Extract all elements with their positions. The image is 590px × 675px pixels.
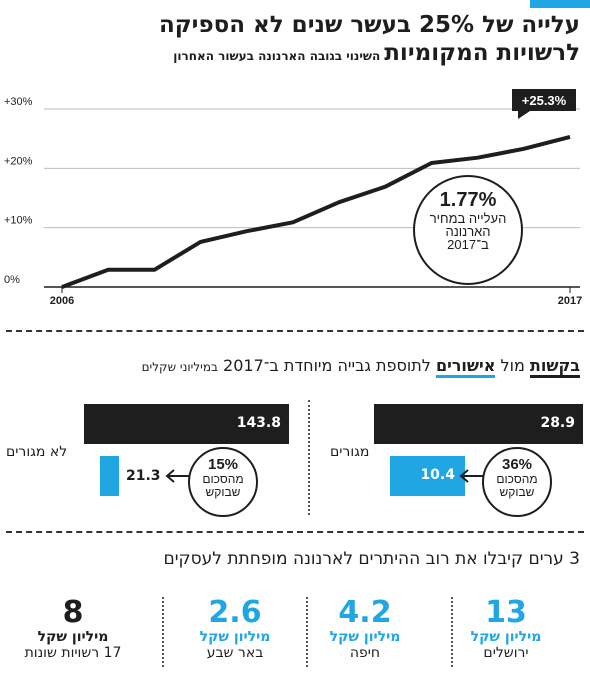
- annual-increase-value: 1.77%: [439, 189, 497, 211]
- x-tick-label: 2006: [50, 295, 74, 307]
- approval-share-nonresidential-text-2: שבוקש: [205, 485, 241, 499]
- stats-divider: [306, 597, 308, 667]
- stat-beersheba: 2.6 מיליון שקל באר שבע: [175, 595, 295, 662]
- stat-beersheba-number: 2.6: [208, 595, 262, 630]
- stat-other-unit: מיליון שקל: [37, 629, 109, 645]
- line-chart-x-ticks: 2006 2017: [50, 287, 582, 307]
- end-value-callout: +25.3%: [512, 89, 576, 119]
- annual-increase-circle: 1.77% העלייה במחיר הארנונה ב־2017: [413, 175, 523, 285]
- stat-other-number: 8: [62, 595, 84, 630]
- page-title: עלייה של 25% בעשר שנים לא הספיקה: [158, 12, 580, 38]
- stat-haifa: 4.2 מיליון שקל חיפה: [305, 595, 425, 662]
- bar-title-approvals: אישורים: [435, 356, 496, 378]
- bar-approvals-nonresidential-label: 21.3: [126, 468, 161, 484]
- arrow-icon: [165, 469, 190, 483]
- stats-title: 3 ערים קיבלו את רוב ההיתרים לארנונה מופח…: [163, 549, 580, 569]
- bar-requests-nonresidential: 143.8: [84, 404, 289, 444]
- approval-share-circle-nonresidential: 15% מהסכום שבוקש: [188, 447, 258, 517]
- stat-haifa-city: חיפה: [349, 645, 381, 661]
- line-chart-y-ticks: 0% +10% +20% +30%: [4, 96, 33, 286]
- stat-haifa-unit: מיליון שקל: [329, 629, 401, 645]
- group-label-nonresidential: לא מגורים: [6, 444, 68, 460]
- approval-share-nonresidential-text-1: מהסכום: [202, 472, 244, 486]
- callout-pointer: [518, 111, 530, 119]
- approval-share-residential-text-2: שבוקש: [499, 485, 535, 499]
- bar-requests-residential-label: 28.9: [540, 415, 575, 431]
- stat-jerusalem-number: 13: [485, 595, 527, 630]
- line-chart: 0% +10% +20% +30% 2006 2017 +25.3%: [4, 89, 582, 307]
- stat-beersheba-unit: מיליון שקל: [199, 629, 271, 645]
- stat-haifa-number: 4.2: [338, 595, 392, 630]
- bar-title-rest: לתוספת גבייה מיוחדת ב־2017: [217, 356, 436, 375]
- stat-beersheba-city: באר שבע: [206, 645, 264, 661]
- section-divider: [6, 531, 584, 533]
- approval-share-residential: 36%: [501, 456, 533, 473]
- x-tick-label: 2017: [558, 295, 582, 307]
- stat-other-authorities: 8 מיליון שקל 17 רשויות שונות: [13, 595, 133, 662]
- bar-title-vs: מול: [495, 356, 530, 375]
- bar-requests-residential: 28.9: [374, 404, 583, 444]
- arrow-icon: [459, 469, 484, 483]
- stat-jerusalem-unit: מיליון שקל: [470, 629, 542, 645]
- approval-share-nonresidential: 15%: [207, 456, 239, 473]
- approval-share-circle-residential: 36% מהסכום שבוקש: [482, 447, 552, 517]
- annual-increase-text-1: העלייה במחיר: [429, 211, 507, 226]
- y-tick-label: 0%: [4, 274, 20, 286]
- stat-jerusalem-city: ירושלים: [483, 645, 529, 661]
- group-label-residential: מגורים: [330, 444, 370, 460]
- end-value-box: [512, 89, 576, 111]
- bar-approvals-residential: 10.4: [389, 456, 465, 496]
- stats-divider: [451, 597, 453, 667]
- stats-divider: [162, 597, 164, 667]
- page-subtitle: השינוי בגובה הארנונה בעשור האחרון: [173, 49, 381, 63]
- accent-bar: [530, 0, 590, 8]
- y-tick-label: +10%: [4, 215, 33, 227]
- line-series: [61, 134, 571, 289]
- bar-title-requests: בקשות: [529, 356, 580, 378]
- bar-title-unit: במיליוני שקלים: [141, 360, 218, 374]
- section-divider: [6, 330, 584, 332]
- page-title-continued: לרשויות המקומיות: [384, 40, 580, 66]
- y-tick-label: +30%: [4, 96, 33, 108]
- stat-jerusalem: 13 מיליון שקל ירושלים: [446, 595, 566, 662]
- bar-requests-nonresidential-label: 143.8: [236, 415, 281, 431]
- stat-other-city: 17 רשויות שונות: [24, 645, 122, 661]
- end-value-label: +25.3%: [522, 93, 567, 108]
- y-tick-label: +20%: [4, 155, 33, 167]
- bar-approvals-residential-label: 10.4: [420, 467, 455, 483]
- bar-approvals-nonresidential: [100, 456, 119, 496]
- page-title-line2: לרשויות המקומיותהשינוי בגובה הארנונה בעש…: [173, 40, 580, 66]
- bar-groups-divider: [308, 400, 310, 515]
- annual-increase-text-2: הארנונה: [445, 224, 491, 239]
- approval-share-residential-text-1: מהסכום: [496, 472, 538, 486]
- bar-section-title: בקשות מול אישורים לתוספת גבייה מיוחדת ב־…: [141, 356, 580, 378]
- annual-increase-text-3: ב־2017: [447, 237, 489, 252]
